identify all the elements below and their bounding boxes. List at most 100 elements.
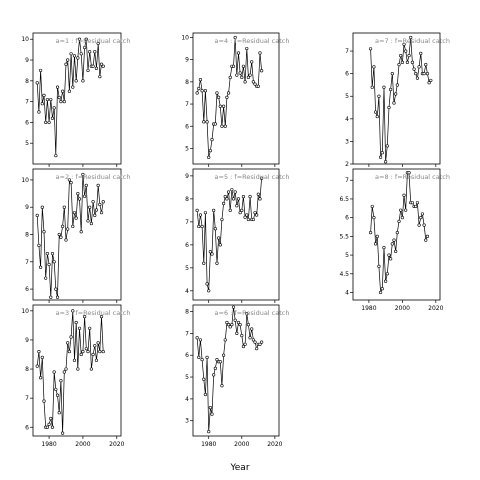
data-point	[37, 243, 41, 248]
data-point	[91, 64, 95, 68]
data-point	[422, 223, 426, 227]
data-point	[415, 76, 420, 80]
data-point	[49, 97, 53, 102]
data-point	[35, 213, 39, 217]
y-tick-label: 6.5	[339, 196, 349, 203]
panel-title: a=8 : f=Residual catch	[375, 173, 450, 181]
data-point	[83, 194, 87, 198]
data-point	[55, 295, 60, 299]
x-tick-label: 2000	[234, 441, 249, 448]
data-point	[425, 234, 430, 238]
data-point	[52, 106, 56, 110]
y-tick-label: 6	[185, 242, 189, 249]
data-point	[380, 287, 384, 291]
data-point	[405, 60, 409, 64]
data-point	[250, 60, 254, 64]
data-point	[195, 336, 199, 340]
data-point	[57, 232, 61, 237]
data-point	[42, 399, 46, 403]
data-point	[372, 216, 376, 220]
data-point	[94, 358, 99, 362]
data-point	[54, 154, 58, 158]
data-point	[251, 80, 255, 84]
data-point	[52, 260, 56, 264]
data-point	[251, 217, 255, 222]
y-tick-label: 5	[185, 265, 189, 272]
y-tick-label: 8	[25, 78, 29, 85]
y-tick-label: 5	[25, 140, 29, 147]
data-point	[419, 216, 423, 220]
data-point	[392, 101, 396, 105]
data-point	[74, 320, 78, 325]
y-tick-label: 3	[185, 418, 189, 425]
data-point	[45, 425, 49, 429]
data-point	[98, 202, 102, 207]
data-point	[417, 65, 421, 69]
data-point	[375, 114, 379, 119]
data-point	[55, 393, 60, 397]
data-point	[207, 155, 211, 159]
data-point	[384, 279, 388, 283]
panel-title: a=6 : f=Residual catch	[215, 309, 290, 317]
x-tick-label: 2020	[109, 441, 124, 448]
data-point	[236, 320, 241, 325]
data-point	[231, 305, 236, 309]
data-point	[390, 72, 394, 76]
data-point	[404, 208, 408, 212]
y-tick-label: 4	[185, 288, 189, 295]
y-tick-label: 10	[21, 177, 29, 184]
data-point	[402, 193, 406, 197]
data-point	[255, 213, 259, 217]
data-point	[93, 50, 97, 54]
y-tick-label: 5	[345, 93, 349, 100]
data-point	[69, 52, 73, 56]
data-point	[66, 341, 70, 345]
data-point	[83, 45, 87, 50]
data-point	[50, 425, 55, 429]
data-point	[42, 230, 46, 234]
data-point	[101, 64, 105, 68]
data-point	[76, 367, 80, 371]
y-tick-label: 8	[25, 366, 29, 373]
data-point	[86, 68, 90, 73]
data-point	[225, 197, 229, 201]
panel-frame	[192, 304, 280, 437]
data-point	[370, 204, 374, 209]
y-tick-label: 4	[345, 290, 349, 297]
x-tick-label: 2000	[395, 305, 410, 312]
data-point	[235, 331, 239, 335]
y-tick-label: 8	[185, 309, 189, 316]
x-tick-label: 2000	[75, 441, 90, 448]
y-tick-label: 4	[345, 116, 349, 123]
data-point	[258, 197, 262, 201]
data-point	[238, 211, 242, 215]
data-point	[47, 422, 51, 426]
y-tick-label: 6	[185, 123, 189, 130]
data-point	[81, 172, 85, 177]
data-point	[93, 213, 97, 217]
panel-title: a=1 : f=Residual catch	[56, 37, 131, 45]
data-point	[37, 110, 41, 114]
data-point	[71, 309, 75, 313]
data-point	[86, 349, 90, 354]
panel-frame	[192, 32, 280, 165]
data-point	[42, 93, 46, 97]
data-point	[76, 56, 80, 60]
data-point	[98, 75, 102, 79]
data-point	[84, 37, 88, 41]
data-point	[210, 137, 214, 142]
data-point	[215, 261, 219, 265]
data-point	[253, 211, 257, 215]
data-point	[37, 349, 41, 354]
data-point	[225, 320, 229, 325]
data-point	[409, 35, 413, 40]
data-point	[397, 63, 401, 67]
data-point	[39, 68, 43, 73]
data-point	[417, 223, 421, 227]
data-point	[420, 212, 425, 216]
data-point	[45, 97, 49, 102]
data-point	[390, 242, 394, 246]
data-point	[399, 53, 403, 58]
panel-frame	[352, 168, 441, 301]
y-tick-label: 7	[25, 395, 29, 402]
